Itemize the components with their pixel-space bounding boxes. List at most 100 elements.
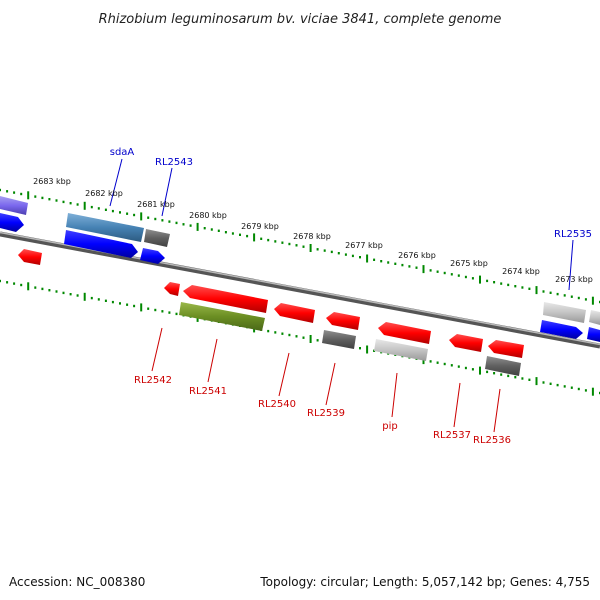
gene-label-RL2536[interactable]: RL2536 xyxy=(473,435,511,446)
minor-tick xyxy=(563,385,566,388)
minor-tick xyxy=(62,200,65,204)
minor-tick xyxy=(401,263,404,267)
minor-tick xyxy=(486,370,489,374)
backbone-highlight xyxy=(0,231,600,346)
gene-grey-right[interactable] xyxy=(589,310,600,325)
minor-tick xyxy=(500,282,503,285)
gene-blue-left[interactable] xyxy=(0,213,24,232)
minor-tick xyxy=(584,389,587,392)
gene-label-RL2537[interactable]: RL2537 xyxy=(433,430,471,441)
major-tick xyxy=(535,286,538,295)
gene-RL2543[interactable] xyxy=(144,229,170,247)
minor-tick xyxy=(76,203,79,206)
gene-label-RL2542[interactable]: RL2542 xyxy=(134,375,172,386)
minor-tick xyxy=(126,303,129,306)
minor-tick xyxy=(161,310,164,313)
minor-tick xyxy=(493,372,496,375)
minor-tick xyxy=(182,223,185,226)
minor-tick xyxy=(570,295,573,298)
gene-RL2536[interactable] xyxy=(485,356,521,376)
minor-tick xyxy=(429,360,432,363)
minor-tick xyxy=(13,191,16,194)
gene-RL2540[interactable] xyxy=(274,303,315,323)
minor-tick xyxy=(161,219,164,222)
minor-tick xyxy=(500,373,503,376)
minor-tick xyxy=(408,265,411,268)
minor-tick xyxy=(13,282,16,285)
minor-tick xyxy=(168,311,171,314)
RL2537-leader xyxy=(453,382,461,428)
major-tick xyxy=(366,345,369,354)
minor-tick xyxy=(316,339,319,342)
gene-label-RL2535[interactable]: RL2535 xyxy=(554,229,592,240)
gene-red-2[interactable] xyxy=(183,285,268,313)
minor-tick xyxy=(394,262,397,265)
minor-tick xyxy=(20,283,23,287)
gene-label-RL2541[interactable]: RL2541 xyxy=(189,386,227,397)
gene-label-pip[interactable]: pip xyxy=(382,421,397,432)
tick-label: 2679 kbp xyxy=(241,222,279,231)
minor-tick xyxy=(514,376,517,379)
callout-lines xyxy=(109,158,574,433)
minor-tick xyxy=(281,241,284,244)
minor-tick xyxy=(48,289,51,292)
minor-tick xyxy=(267,329,270,333)
gene-blue-right[interactable] xyxy=(540,320,583,339)
minor-tick xyxy=(471,277,474,280)
RL2542-leader xyxy=(151,327,163,372)
gene-sdaA[interactable] xyxy=(66,213,144,242)
gene-RL2541[interactable] xyxy=(179,302,265,331)
gene-purple-left[interactable] xyxy=(0,196,28,215)
gene-blue-edge[interactable] xyxy=(587,327,600,342)
minor-tick xyxy=(528,378,531,381)
minor-tick xyxy=(549,291,552,294)
minor-tick xyxy=(436,361,439,364)
gene-label-RL2543[interactable]: RL2543 xyxy=(155,157,193,168)
gene-RL2535[interactable] xyxy=(543,302,586,323)
minor-tick xyxy=(246,234,249,238)
gene-pip-red[interactable] xyxy=(378,322,431,344)
gene-RL2537[interactable] xyxy=(449,334,483,352)
forward-genes xyxy=(0,196,600,342)
minor-tick xyxy=(203,227,206,230)
minor-tick xyxy=(429,269,432,272)
minor-tick xyxy=(373,258,376,261)
minor-tick xyxy=(34,195,37,198)
gene-labels-top: sdaA RL2543 RL2535 xyxy=(110,147,592,240)
minor-tick xyxy=(231,232,234,235)
major-tick xyxy=(309,244,312,252)
gene-RL2536-red[interactable] xyxy=(488,340,524,358)
minor-tick xyxy=(239,233,241,236)
gene-red-left[interactable] xyxy=(18,249,42,265)
gene-label-RL2539[interactable]: RL2539 xyxy=(307,408,345,419)
gene-label-RL2540[interactable]: RL2540 xyxy=(258,399,296,410)
minor-tick xyxy=(464,366,467,370)
gene-label-sdaA[interactable]: sdaA xyxy=(110,147,135,158)
minor-tick xyxy=(62,291,65,295)
major-tick xyxy=(366,254,369,263)
minor-tick xyxy=(288,242,291,246)
gene-RL2542[interactable] xyxy=(164,282,180,296)
minor-tick xyxy=(6,190,9,193)
minor-tick xyxy=(111,209,114,213)
minor-tick xyxy=(450,273,453,276)
major-tick xyxy=(27,282,30,291)
genome-summary-text: Topology: circular; Length: 5,057,142 bp… xyxy=(259,575,590,589)
minor-tick xyxy=(147,216,150,219)
tick-label: 2673 kbp xyxy=(555,275,593,284)
minor-tick xyxy=(69,293,72,296)
gene-blue-3[interactable] xyxy=(140,248,165,264)
major-tick xyxy=(83,201,86,210)
gene-blue-2[interactable] xyxy=(64,230,138,258)
minor-tick xyxy=(556,383,559,387)
gene-RL2539[interactable] xyxy=(322,330,356,349)
gene-RL2539-red[interactable] xyxy=(326,312,360,330)
tick-label: 2675 kbp xyxy=(450,259,488,268)
gene-pip[interactable] xyxy=(374,339,428,361)
major-tick xyxy=(591,387,594,396)
minor-tick xyxy=(41,196,44,200)
minor-tick xyxy=(549,382,552,385)
minor-tick xyxy=(542,290,545,293)
minor-tick xyxy=(133,304,136,308)
tick-label: 2678 kbp xyxy=(293,232,331,241)
